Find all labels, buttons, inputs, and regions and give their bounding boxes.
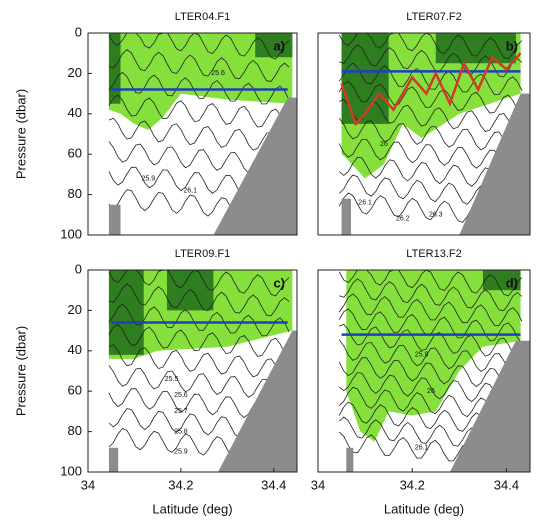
panel: 25.9 26 26.1 LTER13.F2 d) 34 34.2 34.4 Latitude … bbox=[311, 248, 531, 516]
bathymetry bbox=[346, 447, 354, 472]
chart-title: LTER09.F1 bbox=[175, 248, 230, 260]
dark-region bbox=[482, 270, 521, 291]
y-tick-label: 60 bbox=[68, 383, 82, 398]
contour-line bbox=[108, 283, 290, 317]
bathymetry bbox=[449, 340, 530, 472]
contour-line bbox=[108, 323, 290, 360]
bathymetry bbox=[108, 204, 121, 235]
bathymetry bbox=[218, 330, 297, 472]
contour-label: 25.6 bbox=[174, 392, 188, 399]
dark-region bbox=[255, 33, 293, 58]
bathymetry bbox=[459, 93, 530, 235]
contour-line bbox=[338, 62, 523, 96]
bathymetry bbox=[108, 447, 119, 472]
contour-label: 25.6 bbox=[211, 70, 225, 77]
x-tick-label: 34 bbox=[311, 477, 325, 492]
panel: 25.6 25.9 26.1 LTER04.F1 a) 0 20 40 60 80 100 Press… bbox=[13, 11, 298, 241]
contour-label: 26.2 bbox=[396, 216, 410, 223]
contour-label: 25.8 bbox=[174, 428, 188, 435]
contour-line bbox=[338, 357, 523, 390]
profile-line bbox=[340, 52, 522, 127]
x-tick-label: 34.4 bbox=[261, 477, 286, 492]
x-tick-label: 34.4 bbox=[494, 477, 519, 492]
green-region bbox=[108, 270, 293, 359]
y-tick-label: 100 bbox=[60, 226, 82, 241]
contour-line bbox=[339, 323, 523, 360]
frame bbox=[317, 269, 531, 473]
frame bbox=[87, 32, 298, 236]
panel-label: d) bbox=[506, 275, 518, 290]
contour-line bbox=[108, 32, 290, 60]
y-tick-label: 20 bbox=[68, 302, 82, 317]
chart-title: LTER13.F2 bbox=[406, 248, 461, 260]
panel-label: c) bbox=[273, 275, 285, 290]
panel-label: a) bbox=[273, 38, 285, 53]
contour-line bbox=[339, 278, 523, 312]
panel: 25.5 25.6 25.7 25.8 25.9 LTER09.F1 c) 0 20 40 60 80… bbox=[13, 248, 298, 516]
y-tick-label: 0 bbox=[75, 24, 82, 39]
chart-title: LTER04.F1 bbox=[175, 11, 230, 23]
contour-line bbox=[338, 293, 523, 326]
contour-line bbox=[108, 117, 290, 154]
contour-line bbox=[108, 344, 290, 381]
contour-line bbox=[338, 117, 523, 154]
contour-label: 25.7 bbox=[174, 408, 188, 415]
green-region bbox=[346, 270, 521, 442]
contour-line bbox=[108, 94, 290, 131]
contour-line bbox=[108, 303, 290, 337]
y-tick-label: 80 bbox=[68, 186, 82, 201]
frame bbox=[317, 32, 531, 236]
frame bbox=[87, 269, 298, 473]
y-tick-label: 60 bbox=[68, 146, 82, 161]
x-tick-label: 34.2 bbox=[168, 477, 193, 492]
contour-label: 26 bbox=[427, 388, 435, 395]
chart-title: LTER07.F2 bbox=[406, 11, 461, 23]
dark-region bbox=[435, 33, 516, 64]
y-tick-label: 20 bbox=[68, 65, 82, 80]
contour-label: 26.3 bbox=[429, 212, 443, 219]
dark-region bbox=[108, 270, 144, 355]
x-axis-label: Latitude (deg) bbox=[152, 501, 232, 516]
contour-label: 26 bbox=[380, 141, 388, 148]
y-tick-label: 0 bbox=[75, 261, 82, 276]
contour-label: 25.9 bbox=[415, 352, 429, 359]
contour-line bbox=[338, 139, 523, 172]
y-axis-label: Pressure (dbar) bbox=[13, 89, 28, 179]
y-tick-label: 100 bbox=[60, 463, 82, 478]
y-axis-label: Pressure (dbar) bbox=[13, 326, 28, 416]
contour-line bbox=[338, 80, 523, 117]
x-tick-label: 34 bbox=[81, 477, 95, 492]
y-tick-label: 40 bbox=[68, 342, 82, 357]
contour-label: 25.9 bbox=[142, 175, 156, 182]
dark-region bbox=[341, 33, 389, 124]
bathymetry bbox=[213, 97, 297, 235]
contour-label: 26.1 bbox=[358, 200, 372, 207]
x-axis-label: Latitude (deg) bbox=[384, 501, 464, 516]
bathymetry bbox=[341, 198, 351, 235]
contour-line bbox=[108, 49, 290, 82]
y-tick-label: 40 bbox=[68, 105, 82, 120]
y-tick-label: 80 bbox=[68, 423, 82, 438]
panel-label: b) bbox=[506, 38, 518, 53]
contour-line bbox=[338, 372, 523, 405]
contour-line bbox=[338, 32, 523, 60]
contour-line bbox=[108, 365, 290, 401]
contour-label: 26.1 bbox=[415, 445, 429, 452]
contour-line bbox=[108, 71, 290, 105]
contour-label: 26.1 bbox=[183, 187, 197, 194]
x-tick-label: 34.2 bbox=[400, 477, 425, 492]
contour-label: 25.9 bbox=[174, 449, 188, 456]
contour-line bbox=[338, 269, 523, 297]
panel: 26 26.1 26.2 26.3 LTER07.F2 b) bbox=[317, 11, 531, 236]
dark-region bbox=[166, 270, 214, 311]
green-region bbox=[108, 33, 293, 130]
contour-line bbox=[338, 339, 523, 375]
contour-line bbox=[108, 269, 290, 297]
contour-line bbox=[339, 44, 523, 78]
contour-label: 25.5 bbox=[165, 376, 179, 383]
